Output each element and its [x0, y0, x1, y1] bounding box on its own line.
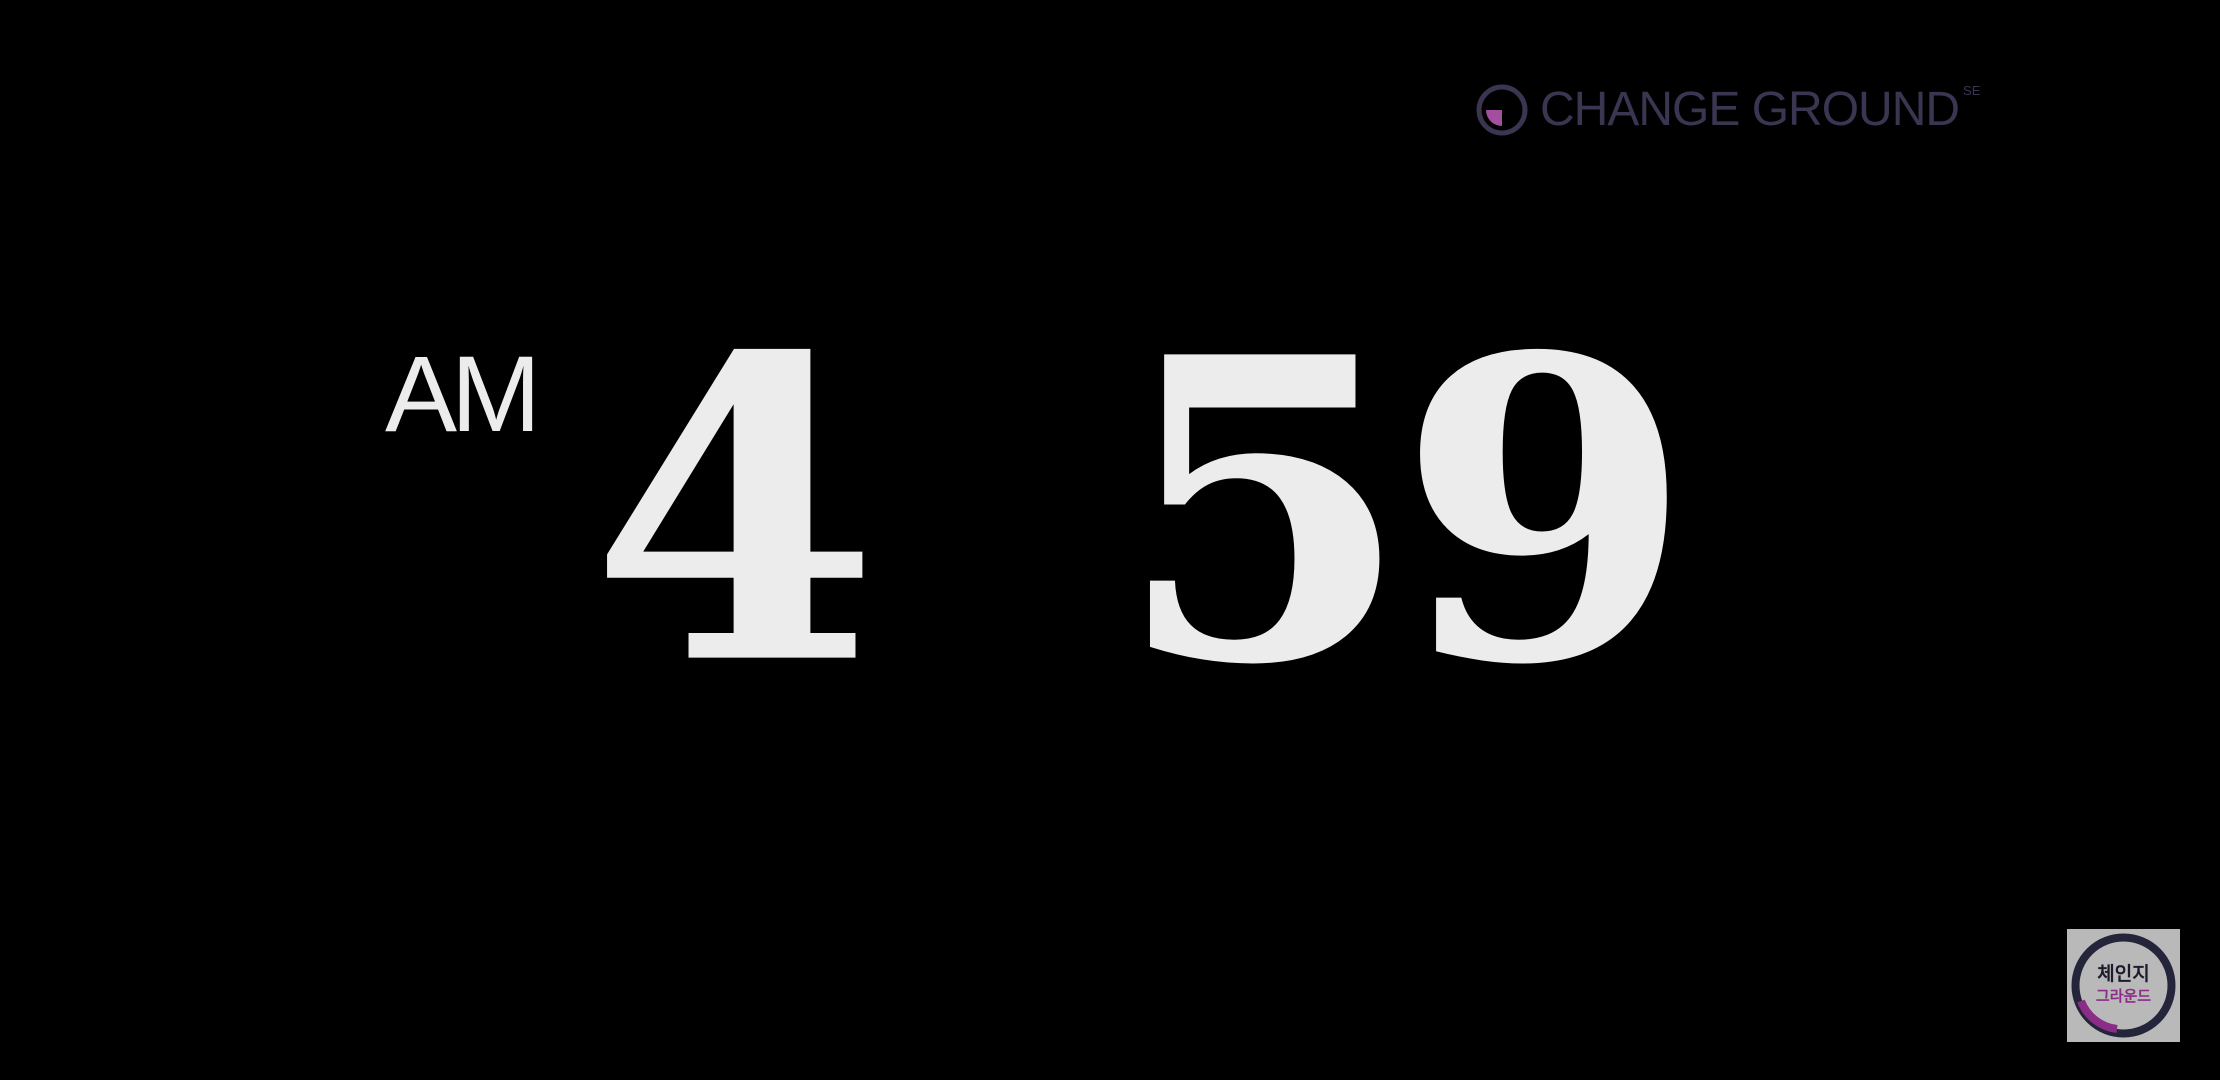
channel-watermark: 체인지 그라운드 — [2067, 929, 2180, 1042]
clock-minutes: 59 — [1115, 267, 1694, 756]
brand-name: CHANGE GROUND — [1540, 83, 1960, 136]
watermark-line-2: 그라운드 — [2095, 987, 2152, 1005]
channel-badge-logo-icon — [2071, 933, 2176, 1038]
brand-superscript: SE — [1963, 82, 1981, 98]
clock-hour: 4 — [590, 267, 880, 756]
watermark-line-1: 체인지 — [2097, 963, 2150, 985]
change-ground-logo-icon — [1476, 84, 1528, 136]
clock-meridiem: AM — [385, 333, 541, 454]
brand-logo: CHANGE GROUND SE — [1474, 78, 1980, 142]
